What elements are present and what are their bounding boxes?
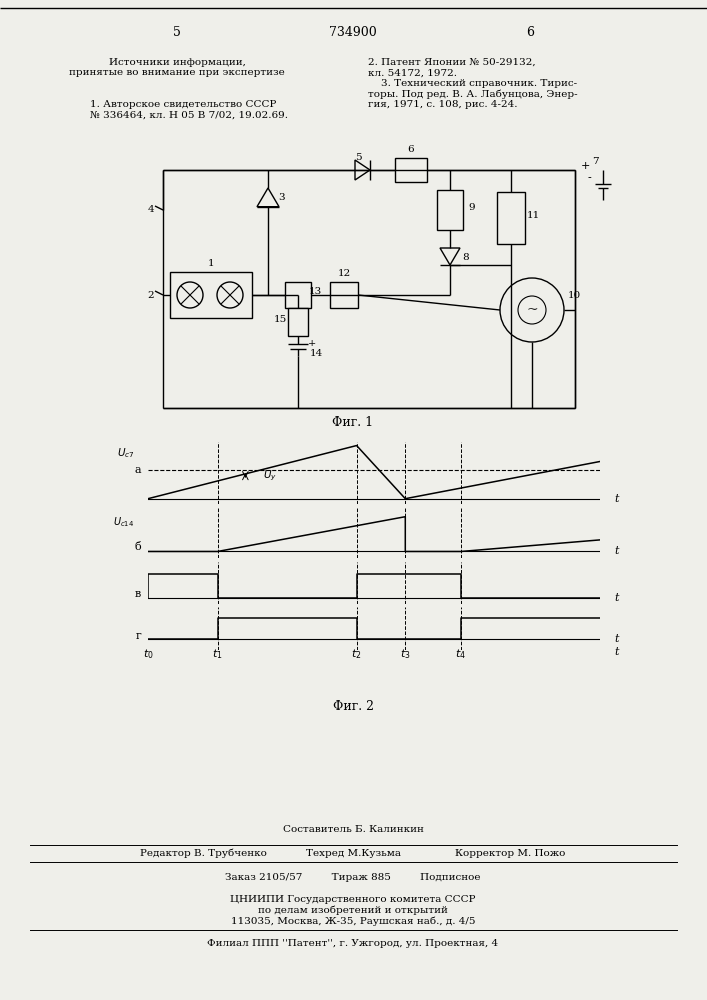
Bar <box>437 190 463 230</box>
Text: $t_4$: $t_4$ <box>455 647 467 661</box>
Text: 15: 15 <box>274 316 286 324</box>
Text: t: t <box>614 494 619 504</box>
Text: 2. Патент Японии № 50-29132,
кл. 54172, 1972.
    3. Технический справочник. Тир: 2. Патент Японии № 50-29132, кл. 54172, … <box>368 58 578 109</box>
Text: Заказ 2105/57         Тираж 885         Подписное: Заказ 2105/57 Тираж 885 Подписное <box>226 874 481 882</box>
Bar <box>497 192 525 244</box>
Text: ~: ~ <box>526 303 538 317</box>
Text: 13: 13 <box>308 288 322 296</box>
Circle shape <box>500 278 564 342</box>
Text: г: г <box>135 631 141 641</box>
Circle shape <box>518 296 546 324</box>
Text: 9: 9 <box>469 204 475 213</box>
Text: Редактор В. Трубченко: Редактор В. Трубченко <box>140 848 267 858</box>
Text: $t_3$: $t_3$ <box>400 647 411 661</box>
Text: 5: 5 <box>355 153 361 162</box>
Text: t: t <box>614 634 619 644</box>
Text: Корректор М. Пожо: Корректор М. Пожо <box>455 848 565 857</box>
Circle shape <box>217 282 243 308</box>
Text: t: t <box>614 593 619 603</box>
Text: a: a <box>134 465 141 475</box>
Text: 11: 11 <box>527 211 539 220</box>
Text: t: t <box>614 546 619 556</box>
Text: 8: 8 <box>462 253 469 262</box>
Text: 5: 5 <box>173 25 181 38</box>
Text: +: + <box>308 340 316 349</box>
Text: Φиг. 1: Φиг. 1 <box>332 416 373 428</box>
Bar <box>285 282 311 308</box>
Text: 10: 10 <box>568 292 580 300</box>
Text: 734900: 734900 <box>329 25 377 38</box>
Text: -: - <box>587 173 591 183</box>
Text: б: б <box>134 542 141 552</box>
Text: Составитель Б. Калинкин: Составитель Б. Калинкин <box>283 826 423 834</box>
Text: 1: 1 <box>208 258 214 267</box>
Text: $U_{c7}$: $U_{c7}$ <box>117 447 134 460</box>
Text: +: + <box>580 161 590 171</box>
Text: 14: 14 <box>310 350 322 359</box>
Text: 2: 2 <box>148 290 154 300</box>
Text: 1. Авторское свидетельство СССР
№ 336464, кл. Н 05 В 7/02, 19.02.69.: 1. Авторское свидетельство СССР № 336464… <box>90 100 288 119</box>
Text: $t_0$: $t_0$ <box>143 647 153 661</box>
Text: 3: 3 <box>279 194 286 202</box>
Bar <box>395 158 427 182</box>
Text: в: в <box>135 589 141 599</box>
Circle shape <box>177 282 203 308</box>
Text: t: t <box>614 647 619 657</box>
Text: 12: 12 <box>337 268 351 277</box>
Bar <box>330 282 358 308</box>
Text: ЦНИИПИ Государственного комитета СССР
по делам изобретений и открытий
113035, Мо: ЦНИИПИ Государственного комитета СССР по… <box>230 895 476 926</box>
Text: Φиг. 2: Φиг. 2 <box>333 700 374 713</box>
Text: 6: 6 <box>408 145 414 154</box>
Text: 7: 7 <box>592 157 598 166</box>
Text: $U_y$: $U_y$ <box>263 468 276 483</box>
Text: Источники информации,
принятые во внимание при экспертизе: Источники информации, принятые во вниман… <box>69 58 285 77</box>
Text: 6: 6 <box>526 25 534 38</box>
Text: 4: 4 <box>148 206 154 215</box>
Bar <box>288 308 308 336</box>
Bar <box>170 272 252 318</box>
Text: Техред М.Кузьма: Техред М.Кузьма <box>305 848 400 857</box>
Text: $t_1$: $t_1$ <box>212 647 223 661</box>
Text: $t_2$: $t_2$ <box>351 647 362 661</box>
Text: $U_{c14}$: $U_{c14}$ <box>113 515 134 529</box>
Text: Филиал ППП ''Патент'', г. Ужгород, ул. Проектная, 4: Филиал ППП ''Патент'', г. Ужгород, ул. П… <box>207 938 498 948</box>
